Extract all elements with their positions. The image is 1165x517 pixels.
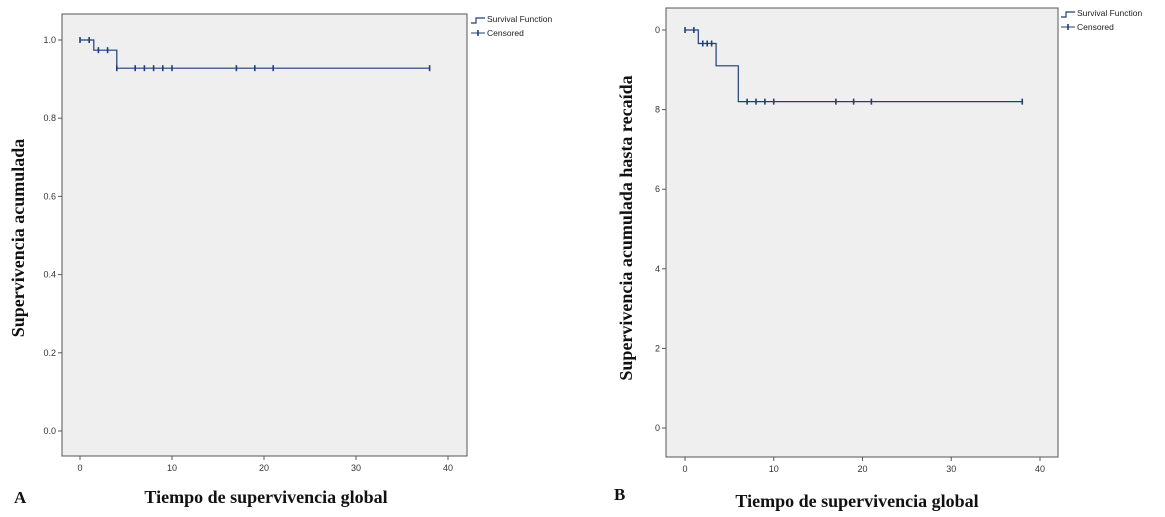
x-tick-label: 10 [769, 464, 779, 474]
legend-swatch-survival [1061, 11, 1075, 18]
x-tick-label: 20 [259, 463, 269, 473]
panel-label-a: A [14, 488, 27, 507]
x-tick-label: 10 [167, 463, 177, 473]
legend-label-censored: Censored [1077, 22, 1114, 32]
y-tick-label: 4 [655, 264, 660, 274]
survival-function-line [685, 29, 1023, 103]
legend-b: Survival Function Censored [1061, 8, 1142, 32]
y-tick-label: 0.2 [43, 348, 56, 358]
y-axis-label-b: Supervivencia acumulada hasta recaída [616, 75, 636, 380]
y-tick-label: 0.6 [43, 191, 56, 201]
y-tick-label: 0.0 [43, 426, 56, 436]
x-tick-label: 30 [351, 463, 361, 473]
chart-panel-b: 0 10 20 30 40 0 2 4 6 8 0 Survival Function Censore… [614, 7, 1142, 511]
legend-label-censored: Censored [487, 28, 524, 38]
tick-group-b: 0 10 20 30 40 0 2 4 6 8 0 [655, 25, 1045, 474]
chart-panel-a: 0 10 20 30 40 0.0 0.2 0.4 0.6 0.8 1.0 Survival Fun… [8, 13, 552, 507]
panel-label-b: B [614, 485, 625, 504]
x-tick-label: 20 [857, 464, 867, 474]
x-axis-label-b: Tiempo de supervivencia global [735, 491, 978, 511]
y-tick-label: 0 [655, 423, 660, 433]
y-tick-label: 6 [655, 184, 660, 194]
marks-b [684, 27, 1024, 105]
plot-area-b [665, 7, 1059, 458]
x-tick-label: 40 [1035, 464, 1045, 474]
y-axis-label-a: Supervivencia acumulada [8, 139, 28, 338]
y-tick-label: 0.4 [43, 270, 56, 280]
y-tick-label: 0 [655, 25, 660, 35]
x-tick-label: 0 [77, 463, 82, 473]
y-tick-label: 8 [655, 105, 660, 115]
legend-a: Survival Function Censored [471, 14, 552, 38]
y-tick-label: 0.8 [43, 113, 56, 123]
x-tick-label: 0 [682, 464, 687, 474]
x-tick-label: 40 [443, 463, 453, 473]
plot-area-a [61, 13, 468, 457]
marks-a [79, 37, 431, 72]
y-tick-label: 1.0 [43, 35, 56, 45]
legend-label-survival: Survival Function [1077, 8, 1142, 18]
tick-group-a: 0 10 20 30 40 0.0 0.2 0.4 0.6 0.8 1.0 [43, 35, 453, 473]
legend-label-survival: Survival Function [487, 14, 552, 24]
x-axis-label-a: Tiempo de supervivencia global [144, 487, 387, 507]
legend-swatch-survival [471, 17, 485, 24]
x-tick-label: 30 [946, 464, 956, 474]
y-tick-label: 2 [655, 343, 660, 353]
